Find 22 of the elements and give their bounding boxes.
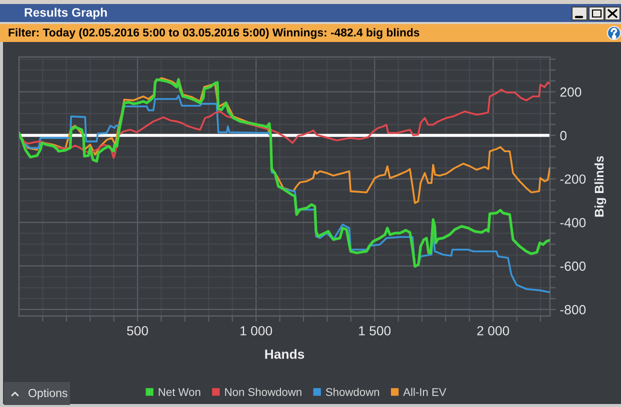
chart-subtitle: Filter: Today (02.05.2016 5:00 to 03.05.2016 5:00) Winnings: -482.4 big blinds <box>8 28 420 39</box>
y-tick-label: -800 <box>560 305 586 314</box>
line-series <box>19 78 550 268</box>
x-tick-label: 1 000 <box>240 326 272 336</box>
legend-label: All-In EV <box>403 388 446 396</box>
legend-label: Net Won <box>158 388 200 396</box>
chart-title: Results Graph <box>24 8 107 20</box>
y-axis-title: Big Blinds <box>594 156 606 217</box>
x-tick-label: 1 500 <box>359 326 391 336</box>
y-tick-label: -600 <box>560 262 586 271</box>
y-tick-label: -200 <box>560 174 586 184</box>
y-tick-label: -400 <box>560 218 586 228</box>
y-tick-label: 200 <box>560 87 582 97</box>
x-tick-label: 2 000 <box>477 326 510 336</box>
legend-label: Showdown <box>326 388 380 396</box>
text: Options <box>28 388 68 400</box>
line-series <box>19 82 550 159</box>
y-tick-label: 0 <box>560 130 567 140</box>
legend-label: Non Showdown <box>225 388 302 396</box>
x-tick-label: 500 <box>127 326 148 336</box>
x-axis-title: Hands <box>265 349 304 359</box>
line-series <box>19 77 550 204</box>
